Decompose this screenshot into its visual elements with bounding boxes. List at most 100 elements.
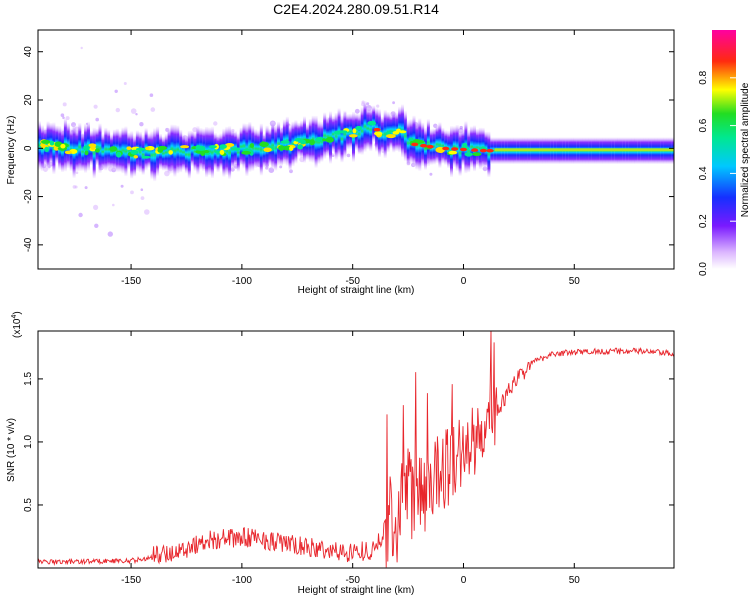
x-tick-label: 0 bbox=[461, 276, 467, 287]
ridge-peak bbox=[462, 142, 468, 147]
ridge-strip bbox=[210, 126, 214, 178]
halo-dot bbox=[74, 185, 78, 189]
colorbar-tick-label: 0.8 bbox=[698, 70, 709, 84]
spectrogram-frame bbox=[37, 29, 675, 270]
ridge-peak bbox=[84, 150, 89, 156]
ridge-peak bbox=[219, 149, 225, 155]
halo-dot bbox=[392, 101, 395, 105]
ridge-strip bbox=[248, 122, 252, 172]
y-tick-label: -20 bbox=[23, 189, 34, 204]
ridge-strip bbox=[271, 121, 275, 169]
ridge-strip bbox=[274, 125, 278, 171]
ridge-peak bbox=[49, 140, 55, 146]
ridge-strip bbox=[115, 128, 119, 172]
halo-dot bbox=[114, 89, 118, 94]
ridge-peak bbox=[241, 150, 252, 155]
halo-dot bbox=[93, 104, 98, 109]
halo-dot bbox=[279, 165, 283, 169]
ridge-strip bbox=[320, 121, 324, 162]
ridge-strip bbox=[369, 108, 373, 152]
ridge-peak bbox=[263, 147, 272, 153]
ridge-strip bbox=[110, 134, 113, 169]
halo-dot bbox=[144, 209, 150, 215]
ridge-strip bbox=[331, 116, 335, 153]
ridge-strip bbox=[81, 132, 85, 171]
y-tick-label: 40 bbox=[23, 46, 34, 58]
halo-dot bbox=[135, 113, 138, 116]
ridge-peak bbox=[278, 145, 285, 151]
ridge-max bbox=[373, 127, 381, 132]
snr-panel: -150 -100 -50 0 50 0.5 1.0 1.5 (x104) Height o… bbox=[6, 311, 675, 596]
ridge-strip bbox=[190, 130, 194, 167]
ridge-strip bbox=[380, 116, 384, 153]
ridge-peak bbox=[299, 139, 306, 145]
halo-dot bbox=[213, 121, 218, 126]
ridge-strip bbox=[170, 124, 174, 174]
ridge-peak bbox=[90, 144, 96, 150]
ridge-strip bbox=[179, 129, 183, 173]
halo-dot bbox=[459, 125, 463, 130]
ridge-peak bbox=[297, 144, 304, 150]
ridge-peak bbox=[116, 151, 122, 158]
ridge-strip bbox=[317, 121, 321, 164]
halo-dot bbox=[112, 203, 115, 207]
ridge-peak bbox=[83, 145, 90, 152]
ridge-peak bbox=[399, 130, 407, 134]
ridge-peak bbox=[472, 152, 482, 157]
ridge-peak bbox=[322, 138, 327, 142]
halo-dot bbox=[366, 102, 370, 106]
ridge-peak bbox=[325, 136, 334, 143]
snr-x-ticks: -150 -100 -50 0 50 bbox=[121, 331, 580, 586]
ridge-peak bbox=[225, 143, 235, 147]
ridge-strip bbox=[193, 132, 197, 171]
ridge-strip bbox=[153, 128, 157, 182]
colorbar-ticks: 0.0 0.2 0.4 0.6 0.8 bbox=[698, 70, 736, 276]
ridge-peak bbox=[355, 125, 362, 131]
ridge-strip bbox=[182, 134, 185, 170]
halo-dot bbox=[346, 153, 351, 158]
y-tick-label: -40 bbox=[23, 237, 34, 252]
colorbar-tick-label: 0.2 bbox=[698, 214, 709, 228]
colorbar-label: Normalized spectral amplitude bbox=[740, 82, 750, 217]
ridge-peak bbox=[259, 141, 269, 147]
ridge-strip bbox=[242, 123, 246, 169]
ridge-peak bbox=[289, 146, 294, 151]
ridge-strip bbox=[291, 121, 295, 167]
ridge-strip bbox=[340, 115, 344, 163]
ridge-strip bbox=[256, 130, 260, 168]
ridge-peak bbox=[374, 131, 383, 136]
y-tick-label: 0.5 bbox=[23, 498, 34, 512]
ridge-strip bbox=[259, 123, 263, 176]
ridge-max bbox=[486, 148, 494, 153]
ridge-strip bbox=[323, 112, 327, 159]
ridge-strip bbox=[75, 128, 79, 172]
spectrogram-x-ticks: -150 -100 -50 0 50 bbox=[121, 30, 580, 287]
ridge-peak bbox=[437, 148, 445, 154]
ridge-strip bbox=[208, 127, 211, 176]
ridge-strip bbox=[236, 133, 240, 172]
ridge-strip bbox=[349, 113, 353, 149]
spectrogram-y-label: Frequency (Hz) bbox=[6, 116, 17, 185]
halo-dot bbox=[120, 184, 124, 188]
x-tick-label: 50 bbox=[569, 276, 581, 287]
ridge-strip bbox=[127, 132, 131, 169]
snr-multiplier-base: (x10 bbox=[12, 318, 23, 338]
colorbar-tick-label: 0.6 bbox=[698, 118, 709, 132]
halo-dot bbox=[60, 113, 65, 117]
ridge-strip bbox=[101, 134, 105, 170]
ridge-peak bbox=[135, 147, 146, 151]
ridge-peak bbox=[352, 128, 357, 134]
halo-dot bbox=[140, 196, 145, 201]
x-tick-label: 0 bbox=[461, 575, 467, 586]
x-tick-label: 50 bbox=[569, 575, 581, 586]
ridge-peak bbox=[157, 145, 168, 151]
ridge-max bbox=[479, 148, 487, 153]
halo-dot bbox=[94, 223, 99, 228]
halo-dot bbox=[115, 107, 121, 113]
figure-title: C2E4.2024.280.09.51.R14 bbox=[273, 1, 439, 17]
ridge-peak bbox=[145, 146, 150, 151]
spectrogram-x-label: Height of straight line (km) bbox=[298, 285, 415, 296]
halo-dot bbox=[62, 102, 67, 107]
ridge-strip bbox=[311, 115, 315, 163]
ridge-strip bbox=[487, 131, 491, 177]
